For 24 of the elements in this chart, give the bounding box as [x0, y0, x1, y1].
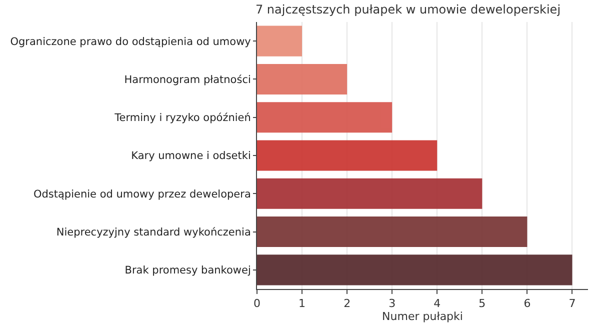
bar [257, 178, 482, 209]
y-tick-label: Kary umowne i odsetki [131, 150, 251, 162]
x-tick-label: 1 [298, 297, 306, 310]
y-tick-label: Brak promesy bankowej [124, 264, 251, 277]
x-tick-label: 6 [524, 297, 531, 310]
x-axis-title: Numer pułapki [382, 310, 463, 324]
y-tick-label: Nieprecyzyjny standard wykończenia [56, 226, 251, 238]
x-tick-label: 3 [388, 297, 396, 310]
x-tick-label: 5 [478, 297, 486, 310]
chart-title: 7 najczęstszych pułapek w umowie deweloperskiej [255, 2, 561, 16]
y-tick-label: Ograniczone prawo do odstąpienia od umowy [10, 36, 251, 48]
bar [257, 64, 348, 94]
y-tick-label: Odstąpienie od umowy przez dewelopera [33, 188, 251, 200]
bar [257, 140, 438, 171]
bar [257, 102, 392, 133]
x-tick-label: 4 [434, 297, 441, 310]
x-tick-label: 0 [254, 297, 260, 310]
x-tick-label: 7 [568, 297, 576, 310]
y-tick-label: Harmonogram płatności [124, 74, 251, 86]
x-tick-label: 2 [344, 297, 351, 310]
bar [257, 254, 572, 286]
y-tick-label: Terminy i ryzyko opóźnień [114, 112, 251, 124]
bar [257, 26, 302, 56]
bar [257, 216, 528, 248]
